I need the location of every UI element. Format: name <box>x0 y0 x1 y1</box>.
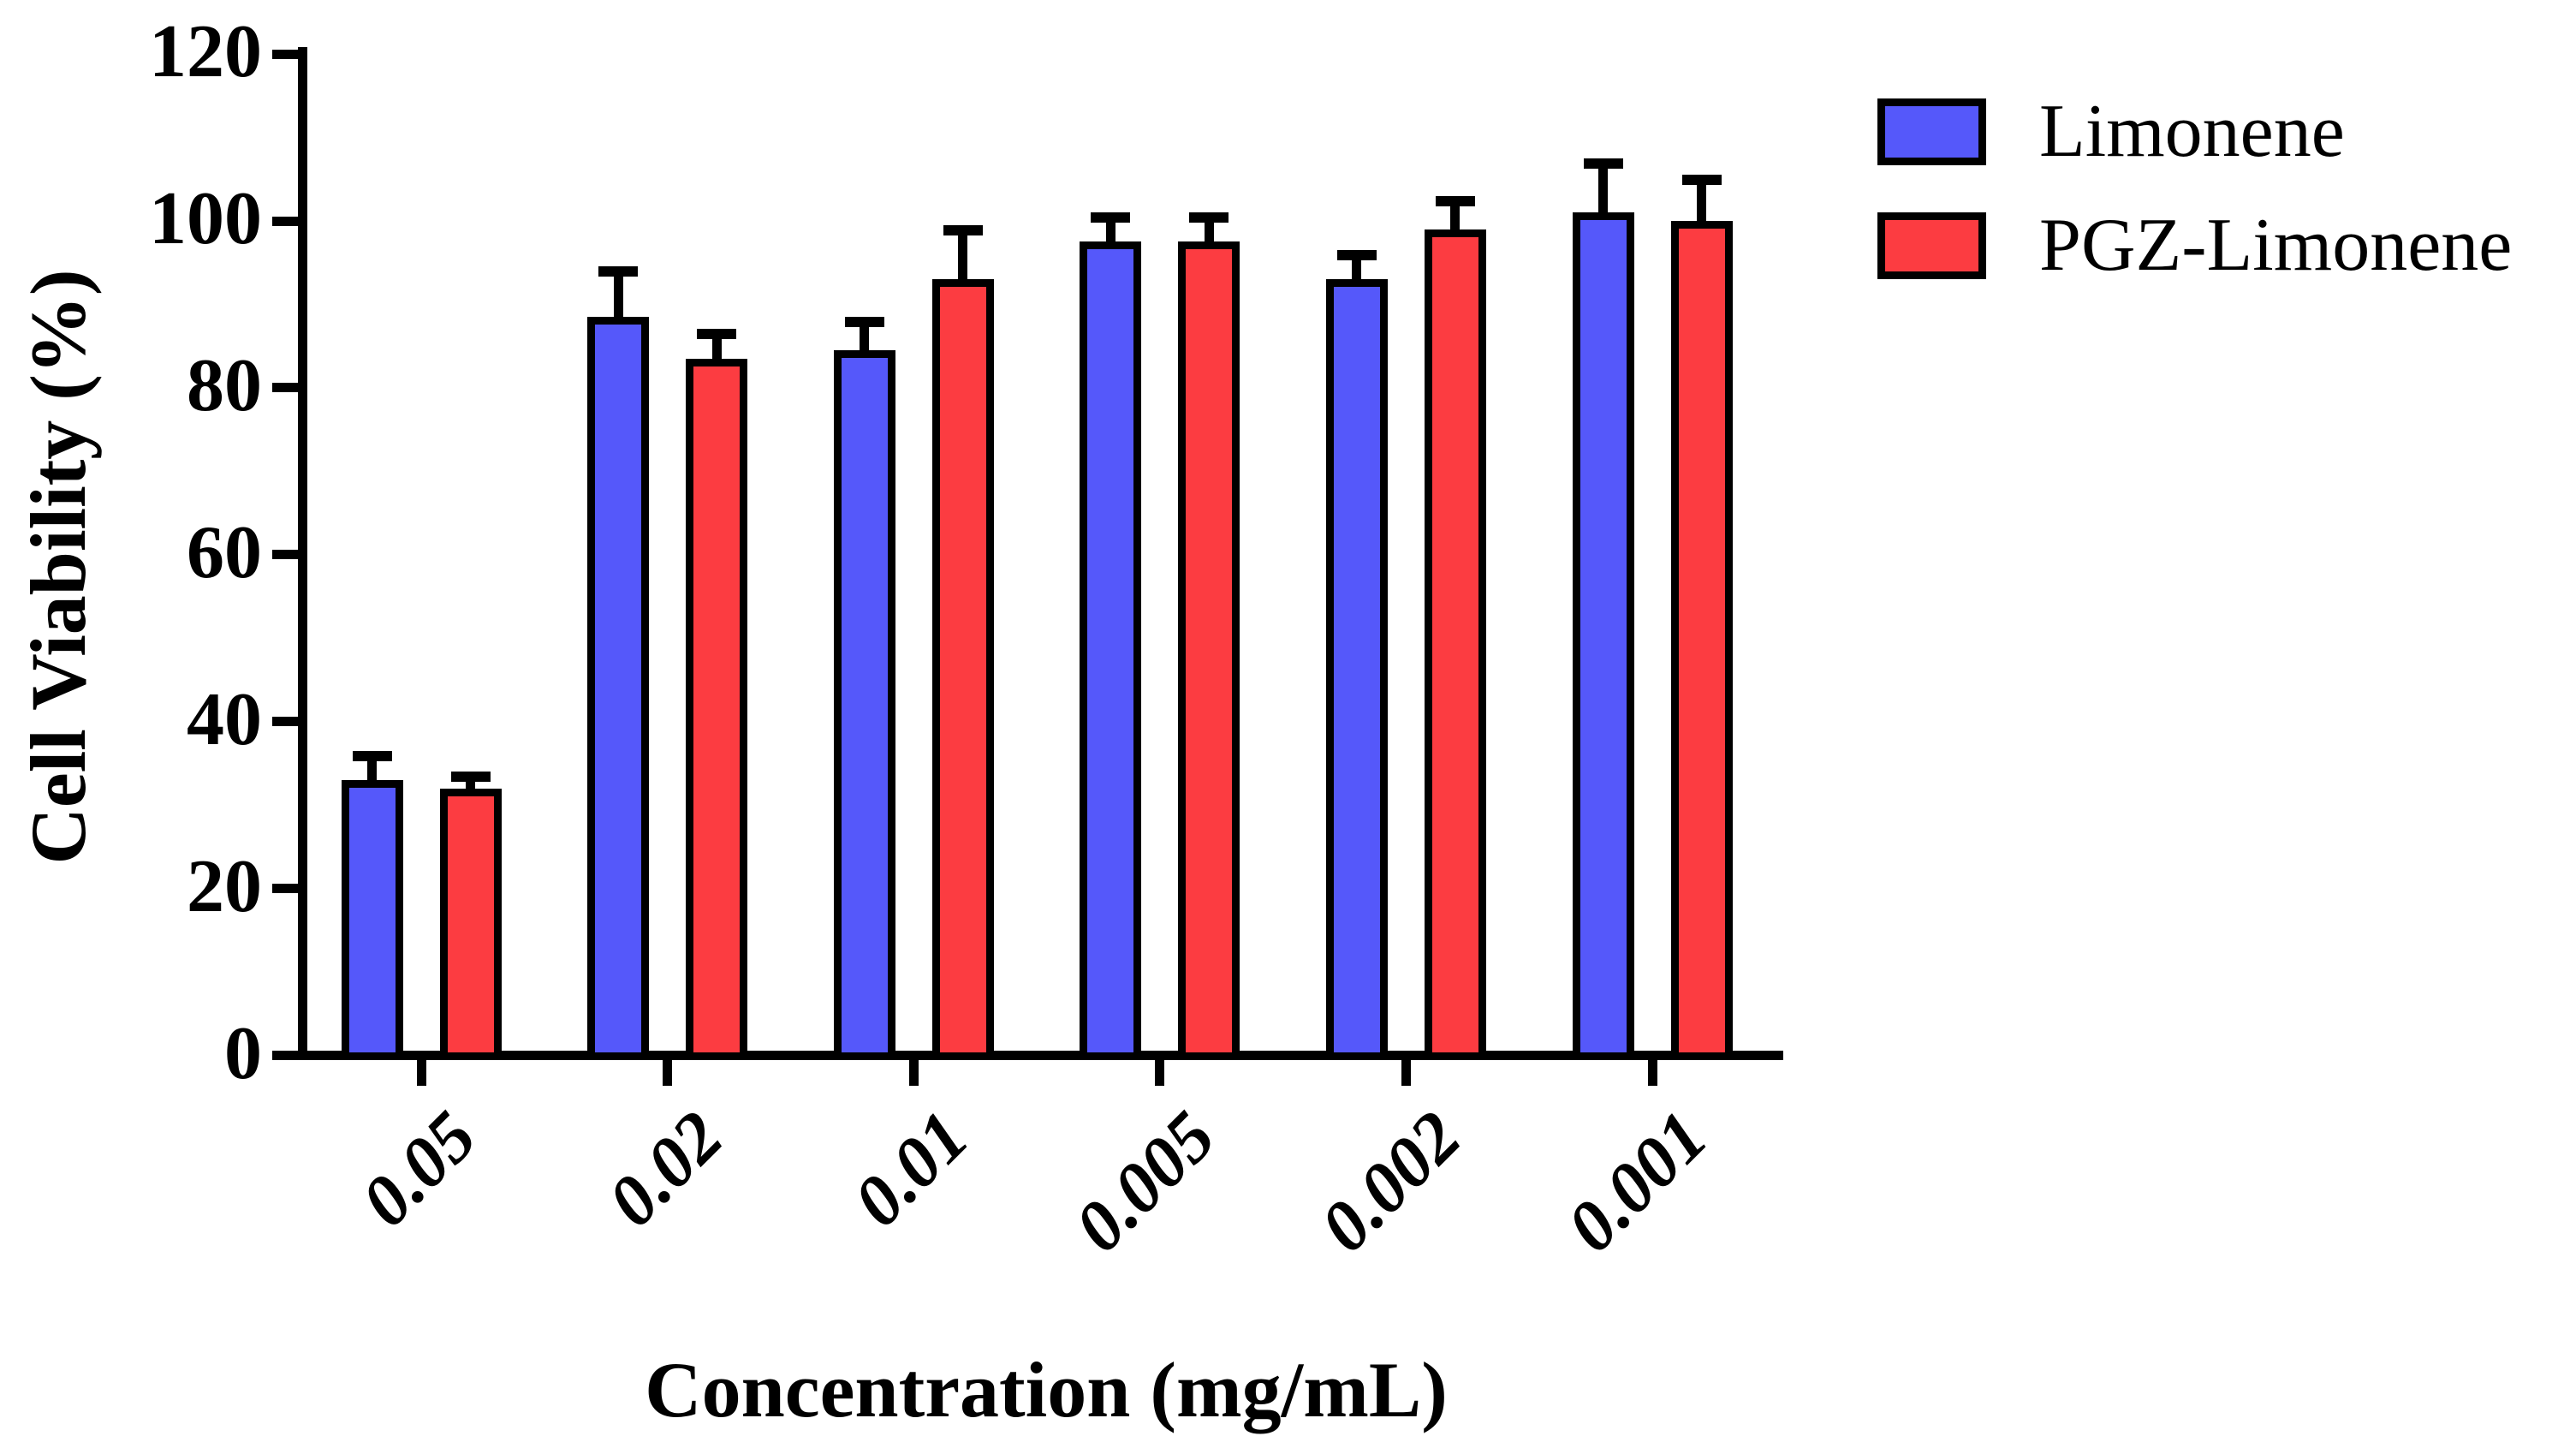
error-bar-pgz-limonene-0.01 <box>958 233 968 283</box>
error-cap-pgz-limonene-0.002 <box>1435 195 1475 206</box>
legend-label-pgz-limonene: PGZ-Limonene <box>2039 204 2513 287</box>
bar-limonene-0.02 <box>587 317 650 1060</box>
x-tick-0.02 <box>663 1060 673 1086</box>
bar-pgz-limonene-0.02 <box>686 358 748 1060</box>
error-cap-pgz-limonene-0.01 <box>943 224 983 235</box>
error-bar-pgz-limonene-0.02 <box>711 337 722 362</box>
bar-pgz-limonene-0.01 <box>931 279 994 1060</box>
error-cap-limonene-0.002 <box>1336 249 1377 260</box>
y-tick-40 <box>272 717 298 727</box>
error-bar-limonene-0.01 <box>860 325 870 355</box>
bar-limonene-0.001 <box>1572 212 1634 1060</box>
error-cap-limonene-0.005 <box>1091 212 1131 223</box>
bar-limonene-0.002 <box>1325 279 1388 1060</box>
error-bar-pgz-limonene-0.005 <box>1204 221 1214 246</box>
error-bar-limonene-0.001 <box>1598 166 1608 217</box>
bar-limonene-0.005 <box>1080 241 1142 1060</box>
error-cap-limonene-0.001 <box>1583 158 1623 169</box>
y-tick-0 <box>272 1051 298 1060</box>
error-bar-pgz-limonene-0.05 <box>466 779 475 792</box>
error-cap-pgz-limonene-0.005 <box>1189 212 1229 223</box>
error-cap-pgz-limonene-0.05 <box>450 771 491 782</box>
legend-swatch-limonene <box>1877 98 1986 165</box>
y-tick-100 <box>272 216 298 226</box>
error-cap-limonene-0.05 <box>352 750 392 761</box>
error-bar-limonene-0.002 <box>1352 258 1362 283</box>
x-axis-line <box>298 1051 1783 1060</box>
error-bar-pgz-limonene-0.002 <box>1450 204 1461 233</box>
y-tick-label-100: 100 <box>149 177 262 260</box>
legend-swatch-pgz-limonene <box>1877 212 1986 279</box>
y-tick-20 <box>272 884 298 894</box>
bar-limonene-0.05 <box>341 779 403 1060</box>
x-tick-0.001 <box>1647 1060 1657 1086</box>
bar-pgz-limonene-0.002 <box>1424 229 1486 1060</box>
bar-pgz-limonene-0.05 <box>439 788 502 1060</box>
y-tick-label-20: 20 <box>187 844 262 928</box>
legend-label-limonene: Limonene <box>2039 90 2345 173</box>
legend-item-pgz-limonene: PGZ-Limonene <box>1877 208 2512 283</box>
error-cap-limonene-0.02 <box>598 266 639 277</box>
y-axis-line <box>298 47 307 1060</box>
y-tick-120 <box>272 49 298 59</box>
bar-limonene-0.01 <box>833 350 895 1060</box>
y-tick-label-60: 60 <box>187 510 262 594</box>
error-bar-limonene-0.05 <box>367 759 377 784</box>
y-tick-label-40: 40 <box>187 677 262 761</box>
x-tick-0.005 <box>1155 1060 1165 1086</box>
bar-pgz-limonene-0.001 <box>1670 221 1733 1060</box>
x-axis-title: Concentration (mg/mL) <box>645 1346 1448 1433</box>
error-bar-limonene-0.005 <box>1105 221 1115 246</box>
legend-item-limonene: Limonene <box>1877 94 2345 170</box>
error-cap-pgz-limonene-0.02 <box>697 329 737 340</box>
y-tick-label-0: 0 <box>224 1011 262 1095</box>
y-tick-label-80: 80 <box>187 343 262 427</box>
error-cap-limonene-0.01 <box>844 316 884 327</box>
y-tick-label-120: 120 <box>149 10 262 94</box>
x-tick-0.01 <box>908 1060 919 1086</box>
x-tick-0.002 <box>1401 1060 1411 1086</box>
bar-pgz-limonene-0.005 <box>1178 241 1240 1060</box>
y-tick-60 <box>272 550 298 560</box>
error-cap-pgz-limonene-0.001 <box>1681 175 1722 186</box>
error-bar-pgz-limonene-0.001 <box>1697 183 1706 224</box>
y-tick-80 <box>272 383 298 393</box>
x-tick-0.05 <box>416 1060 426 1086</box>
error-bar-limonene-0.02 <box>613 275 623 321</box>
